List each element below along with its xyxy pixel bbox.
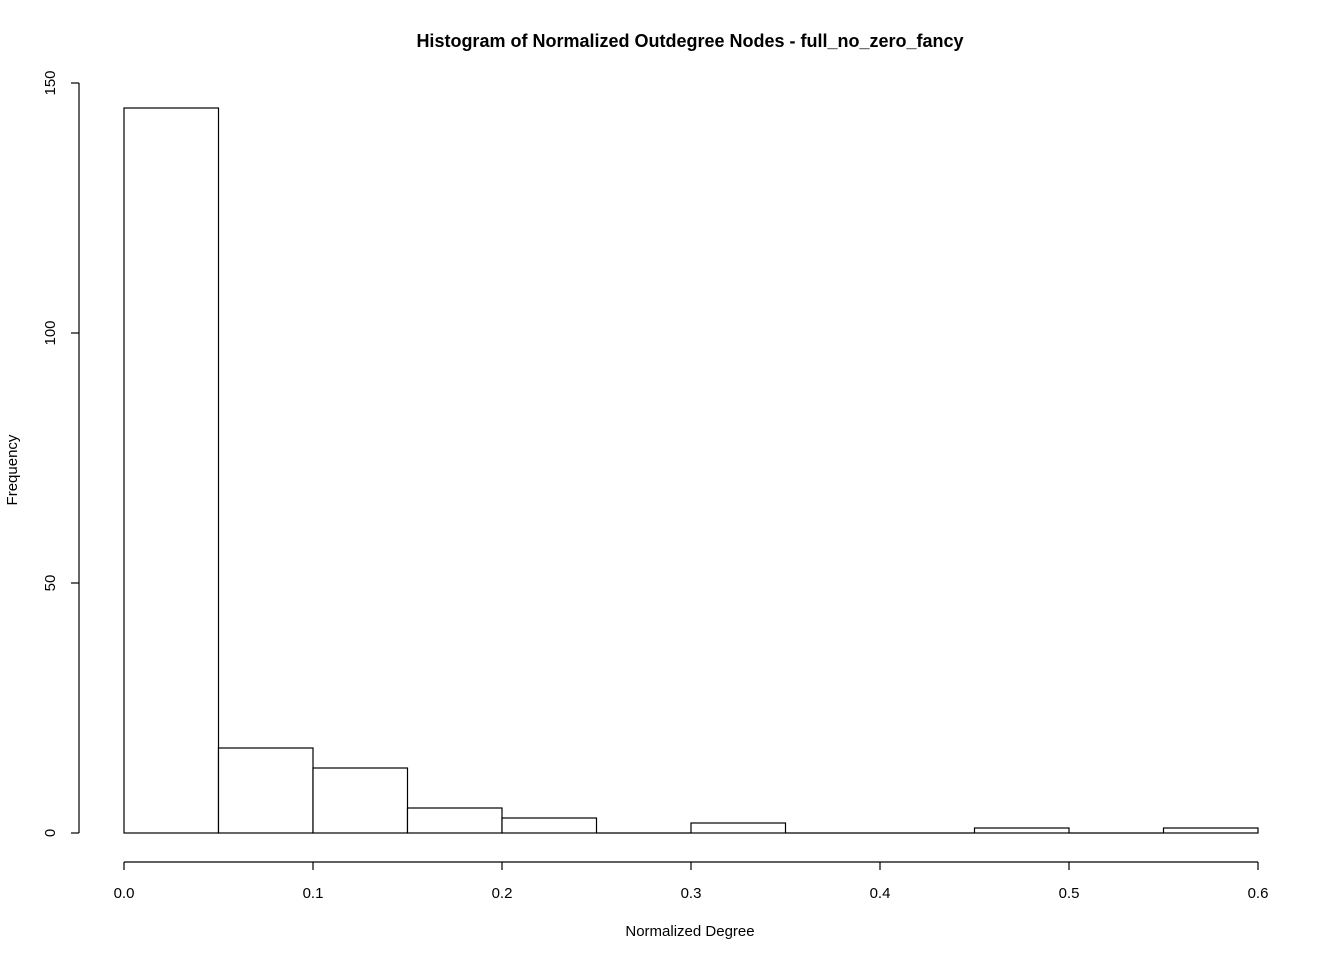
- x-tick-label-3: 0.3: [681, 885, 702, 902]
- histogram-bar-2: [312, 767, 409, 834]
- x-tick-label-0: 0.0: [114, 885, 135, 902]
- histogram-bar-4: [501, 817, 598, 834]
- x-tick-label-6: 0.6: [1248, 885, 1269, 902]
- histogram-bar-6: [690, 822, 787, 834]
- x-axis-label: Normalized Degree: [625, 923, 754, 940]
- y-axis: 0 50 100 150: [42, 70, 80, 837]
- histogram-bar-1: [217, 747, 314, 834]
- histogram-bar-11: [1162, 827, 1259, 834]
- y-tick-label-2: 100: [42, 320, 59, 345]
- histogram-bar-0: [123, 107, 220, 834]
- x-tick-label-4: 0.4: [870, 885, 891, 902]
- chart-title: Histogram of Normalized Outdegree Nodes …: [416, 31, 963, 51]
- y-axis-label: Frequency: [4, 434, 21, 505]
- x-tick-label-1: 0.1: [303, 885, 324, 902]
- x-axis: 0.0 0.1 0.2 0.3 0.4 0.5 0.6: [114, 861, 1269, 902]
- x-tick-label-2: 0.2: [492, 885, 513, 902]
- histogram-bar-9: [973, 827, 1070, 834]
- y-tick-label-0: 0: [42, 829, 59, 837]
- y-tick-label-3: 150: [42, 70, 59, 95]
- bars-group: [123, 107, 1259, 834]
- y-tick-label-1: 50: [42, 575, 59, 592]
- x-tick-label-5: 0.5: [1059, 885, 1080, 902]
- histogram-bar-3: [406, 807, 503, 834]
